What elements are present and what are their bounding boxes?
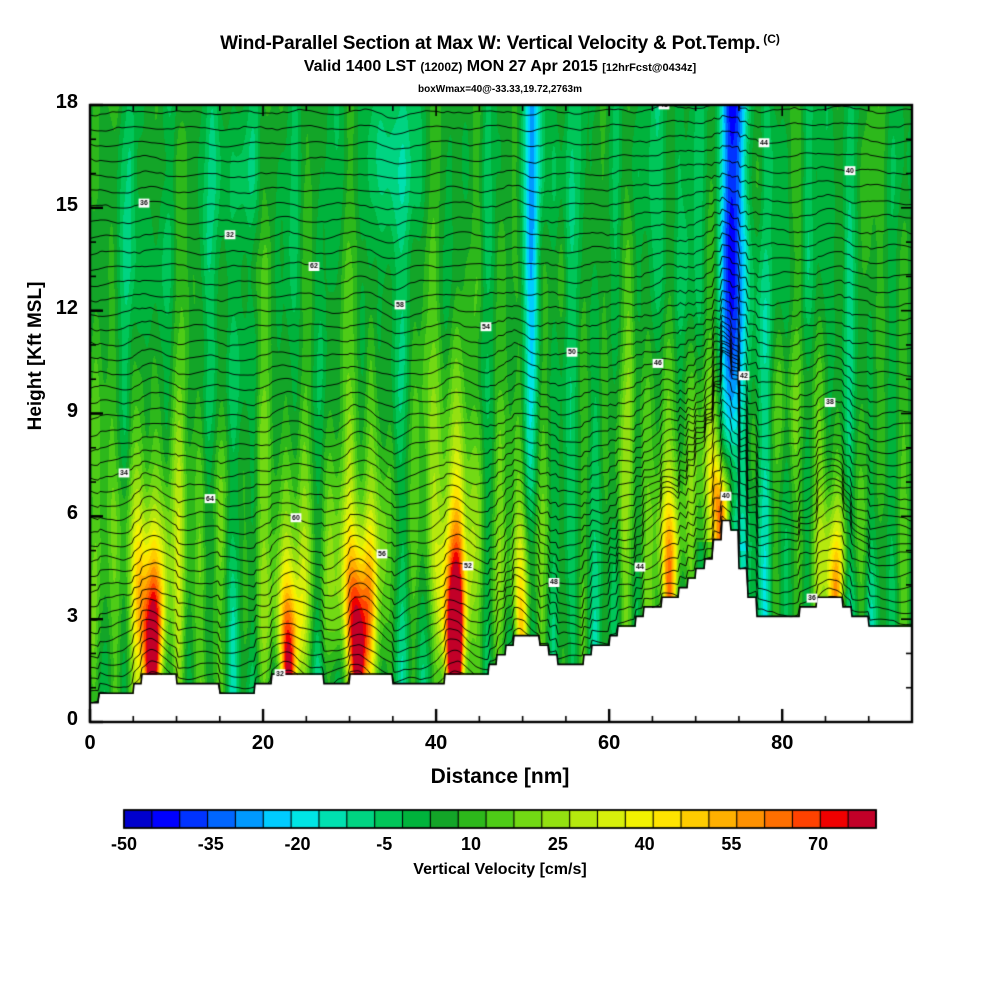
y-tick-label: 0: [66, 708, 78, 730]
colorbar-tick-label: 10: [461, 834, 482, 854]
colorbar-tick-label: -35: [197, 834, 224, 854]
y-tick-label: 6: [66, 502, 78, 525]
y-axis-label: Height [Kft MSL]: [25, 281, 46, 431]
colorbar-label: Vertical Velocity [cm/s]: [413, 861, 587, 878]
x-tick-label: 60: [598, 732, 621, 754]
colorbar-tick-label: 25: [547, 834, 568, 854]
x-tick-label: 0: [84, 732, 96, 754]
colorbar-tick-label: 40: [634, 834, 655, 854]
colorbar-tick-label: -20: [284, 834, 311, 854]
x-axis-label: Distance [nm]: [430, 765, 570, 788]
y-tick-label: 3: [66, 605, 78, 628]
x-tick-label: 40: [424, 732, 448, 754]
x-tick-label: 20: [251, 732, 275, 754]
y-tick-label: 12: [55, 296, 78, 319]
colorbar-tick-label: 55: [721, 834, 742, 854]
y-tick-label: 9: [66, 399, 78, 422]
y-tick-label: 15: [55, 193, 78, 216]
colorbar-tick-label: 70: [808, 834, 829, 854]
colorbar-tick-label: -5: [376, 834, 393, 854]
colorbar-tick-label: -50: [110, 834, 137, 854]
y-tick-label: 18: [55, 91, 78, 113]
x-tick-label: 80: [771, 732, 794, 754]
